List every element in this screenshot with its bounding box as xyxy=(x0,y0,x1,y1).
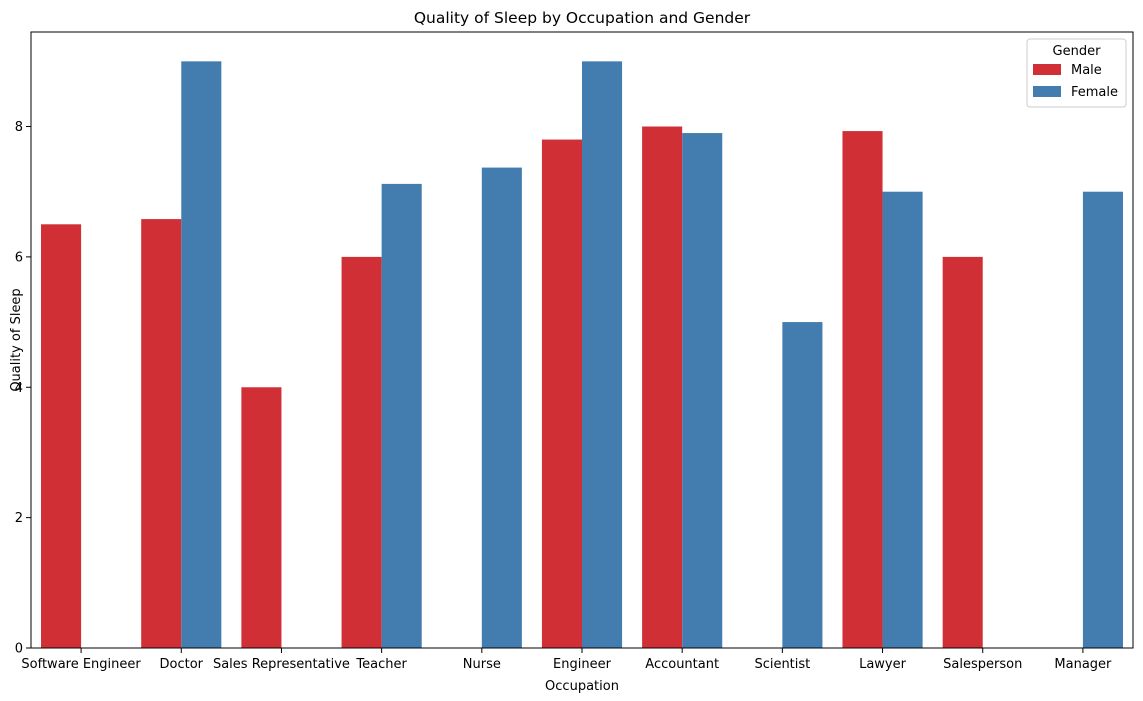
legend-swatch-female xyxy=(1033,86,1061,97)
legend-label-male: Male xyxy=(1071,63,1102,78)
x-tick-label: Manager xyxy=(1054,657,1112,672)
x-axis-label: Occupation xyxy=(545,679,619,694)
x-tick-label: Accountant xyxy=(645,657,719,672)
y-tick-label: 6 xyxy=(15,250,23,265)
bar-female-accountant xyxy=(682,133,723,648)
bar-female-doctor xyxy=(181,61,222,649)
legend-title: Gender xyxy=(1053,44,1102,59)
plot-frame xyxy=(30,31,1134,649)
bar-female-teacher xyxy=(381,183,422,649)
legend-swatch-male xyxy=(1033,64,1061,75)
y-axis-ticks: 0 2 4 6 8 xyxy=(15,120,31,657)
x-axis-ticks: Software Engineer Doctor Sales Representat… xyxy=(21,648,1112,672)
bar-male-accountant xyxy=(642,126,683,649)
y-axis-label: Quality of Sleep xyxy=(9,288,24,391)
legend-label-female: Female xyxy=(1071,85,1118,100)
x-tick-label: Software Engineer xyxy=(21,657,141,672)
bar-male-sales-representative xyxy=(241,387,282,648)
legend: Gender Male Female xyxy=(1026,38,1127,108)
x-tick-label: Nurse xyxy=(463,657,501,672)
bar-female-nurse xyxy=(481,167,522,648)
chart-title: Quality of Sleep by Occupation and Gende… xyxy=(414,9,751,27)
bar-male-teacher xyxy=(341,256,382,648)
bar-male-engineer xyxy=(541,139,582,649)
legend-entries: Male Female xyxy=(1033,63,1118,100)
bars-group xyxy=(41,61,1123,649)
bar-female-lawyer xyxy=(882,191,923,648)
bar-female-manager xyxy=(1082,191,1123,648)
x-tick-label: Salesperson xyxy=(943,657,1022,672)
bar-male-salesperson xyxy=(942,256,983,648)
x-tick-label: Engineer xyxy=(553,657,612,672)
x-tick-label: Lawyer xyxy=(859,657,907,672)
x-tick-label: Sales Representative xyxy=(213,657,350,672)
bar-female-engineer xyxy=(582,61,623,649)
y-tick-label: 0 xyxy=(15,642,23,657)
bar-male-doctor xyxy=(141,219,182,648)
bar-female-scientist xyxy=(782,322,823,648)
bar-male-lawyer xyxy=(842,131,883,648)
y-tick-label: 2 xyxy=(15,511,23,526)
y-tick-label: 4 xyxy=(15,381,23,396)
y-tick-label: 8 xyxy=(15,120,23,135)
bar-male-software-engineer xyxy=(41,224,82,648)
x-tick-label: Teacher xyxy=(355,657,407,672)
x-tick-label: Doctor xyxy=(160,657,204,672)
x-tick-label: Scientist xyxy=(754,657,810,672)
